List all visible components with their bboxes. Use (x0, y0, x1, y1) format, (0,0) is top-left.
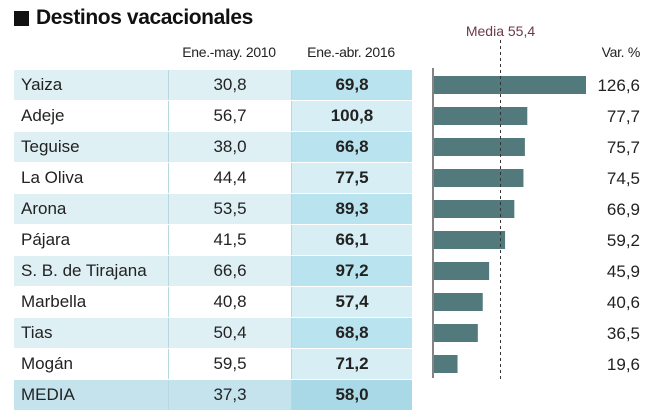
bar (434, 324, 478, 342)
row-value-2010: 37,3 (168, 380, 291, 410)
bar-value-label: 59,2 (607, 231, 640, 250)
row-name: Pájara (14, 225, 175, 255)
row-name: Yaiza (14, 70, 175, 100)
table-row: Marbella 40,8 57,4 (14, 287, 412, 318)
bar (434, 293, 483, 311)
row-name: S. B. de Tirajana (14, 256, 175, 286)
header-2010: Ene.-may. 2010 (182, 44, 276, 60)
row-value-2010: 44,4 (168, 163, 291, 193)
row-name: Arona (14, 194, 175, 224)
row-value-2010: 40,8 (168, 287, 291, 317)
table-row: Arona 53,5 89,3 (14, 194, 412, 225)
row-value-2016: 58,0 (291, 380, 412, 410)
bar-value-label: 77,7 (607, 107, 640, 126)
row-value-2016: 77,5 (291, 163, 412, 193)
row-name: MEDIA (14, 380, 175, 410)
table-row-media: MEDIA 37,3 58,0 (14, 380, 412, 411)
row-value-2010: 50,4 (168, 318, 291, 348)
bar-value-label: 19,6 (607, 355, 640, 374)
row-value-2016: 66,1 (291, 225, 412, 255)
bar-value-label: 75,7 (607, 138, 640, 157)
title-square-icon (14, 11, 29, 26)
bar-value-label: 66,9 (607, 200, 640, 219)
bar-value-label: 45,9 (607, 262, 640, 281)
bar (434, 138, 525, 156)
row-name: Adeje (14, 101, 175, 131)
bar (434, 355, 458, 373)
table-row: Mogán 59,5 71,2 (14, 349, 412, 380)
row-value-2010: 41,5 (168, 225, 291, 255)
row-value-2016: 69,8 (291, 70, 412, 100)
data-table: Yaiza 30,8 69,8 Adeje 56,7 100,8 Teguise 38,0 66… (14, 70, 412, 411)
row-value-2016: 68,8 (291, 318, 412, 348)
row-value-2016: 97,2 (291, 256, 412, 286)
row-name: Mogán (14, 349, 175, 379)
header-2016: Ene.-abr. 2016 (307, 44, 395, 60)
row-value-2016: 71,2 (291, 349, 412, 379)
table-row: Adeje 56,7 100,8 (14, 101, 412, 132)
table-row: Tias 50,4 68,8 (14, 318, 412, 349)
bar-value-label: 40,6 (607, 293, 640, 312)
row-value-2016: 100,8 (291, 101, 412, 131)
bar (434, 107, 528, 125)
table-row: Yaiza 30,8 69,8 (14, 70, 412, 101)
bar (434, 262, 490, 280)
row-value-2016: 57,4 (291, 287, 412, 317)
header-var: Var. % (601, 44, 641, 60)
row-value-2010: 59,5 (168, 349, 291, 379)
title-text: Destinos vacacionales (36, 6, 253, 29)
row-value-2010: 56,7 (168, 101, 291, 131)
media-reference-label: Media 55,4 (466, 23, 535, 39)
row-name: Marbella (14, 287, 175, 317)
bar-value-label: 74,5 (607, 169, 640, 188)
row-value-2010: 30,8 (168, 70, 291, 100)
row-value-2016: 89,3 (291, 194, 412, 224)
row-value-2010: 38,0 (168, 132, 291, 162)
row-value-2010: 53,5 (168, 194, 291, 224)
table-row: La Oliva 44,4 77,5 (14, 163, 412, 194)
bar-value-label: 36,5 (607, 324, 640, 343)
bar (434, 231, 506, 249)
row-name: La Oliva (14, 163, 175, 193)
bar (434, 76, 586, 94)
bar-value-label: 126,6 (597, 76, 640, 95)
chart-title: Destinos vacacionales (14, 6, 253, 30)
row-name: Teguise (14, 132, 175, 162)
row-value-2010: 66,6 (168, 256, 291, 286)
table-row: S. B. de Tirajana 66,6 97,2 (14, 256, 412, 287)
row-name: Tias (14, 318, 175, 348)
table-row: Pájara 41,5 66,1 (14, 225, 412, 256)
bar (434, 169, 524, 187)
table-row: Teguise 38,0 66,8 (14, 132, 412, 163)
bar (434, 200, 515, 218)
row-value-2016: 66,8 (291, 132, 412, 162)
